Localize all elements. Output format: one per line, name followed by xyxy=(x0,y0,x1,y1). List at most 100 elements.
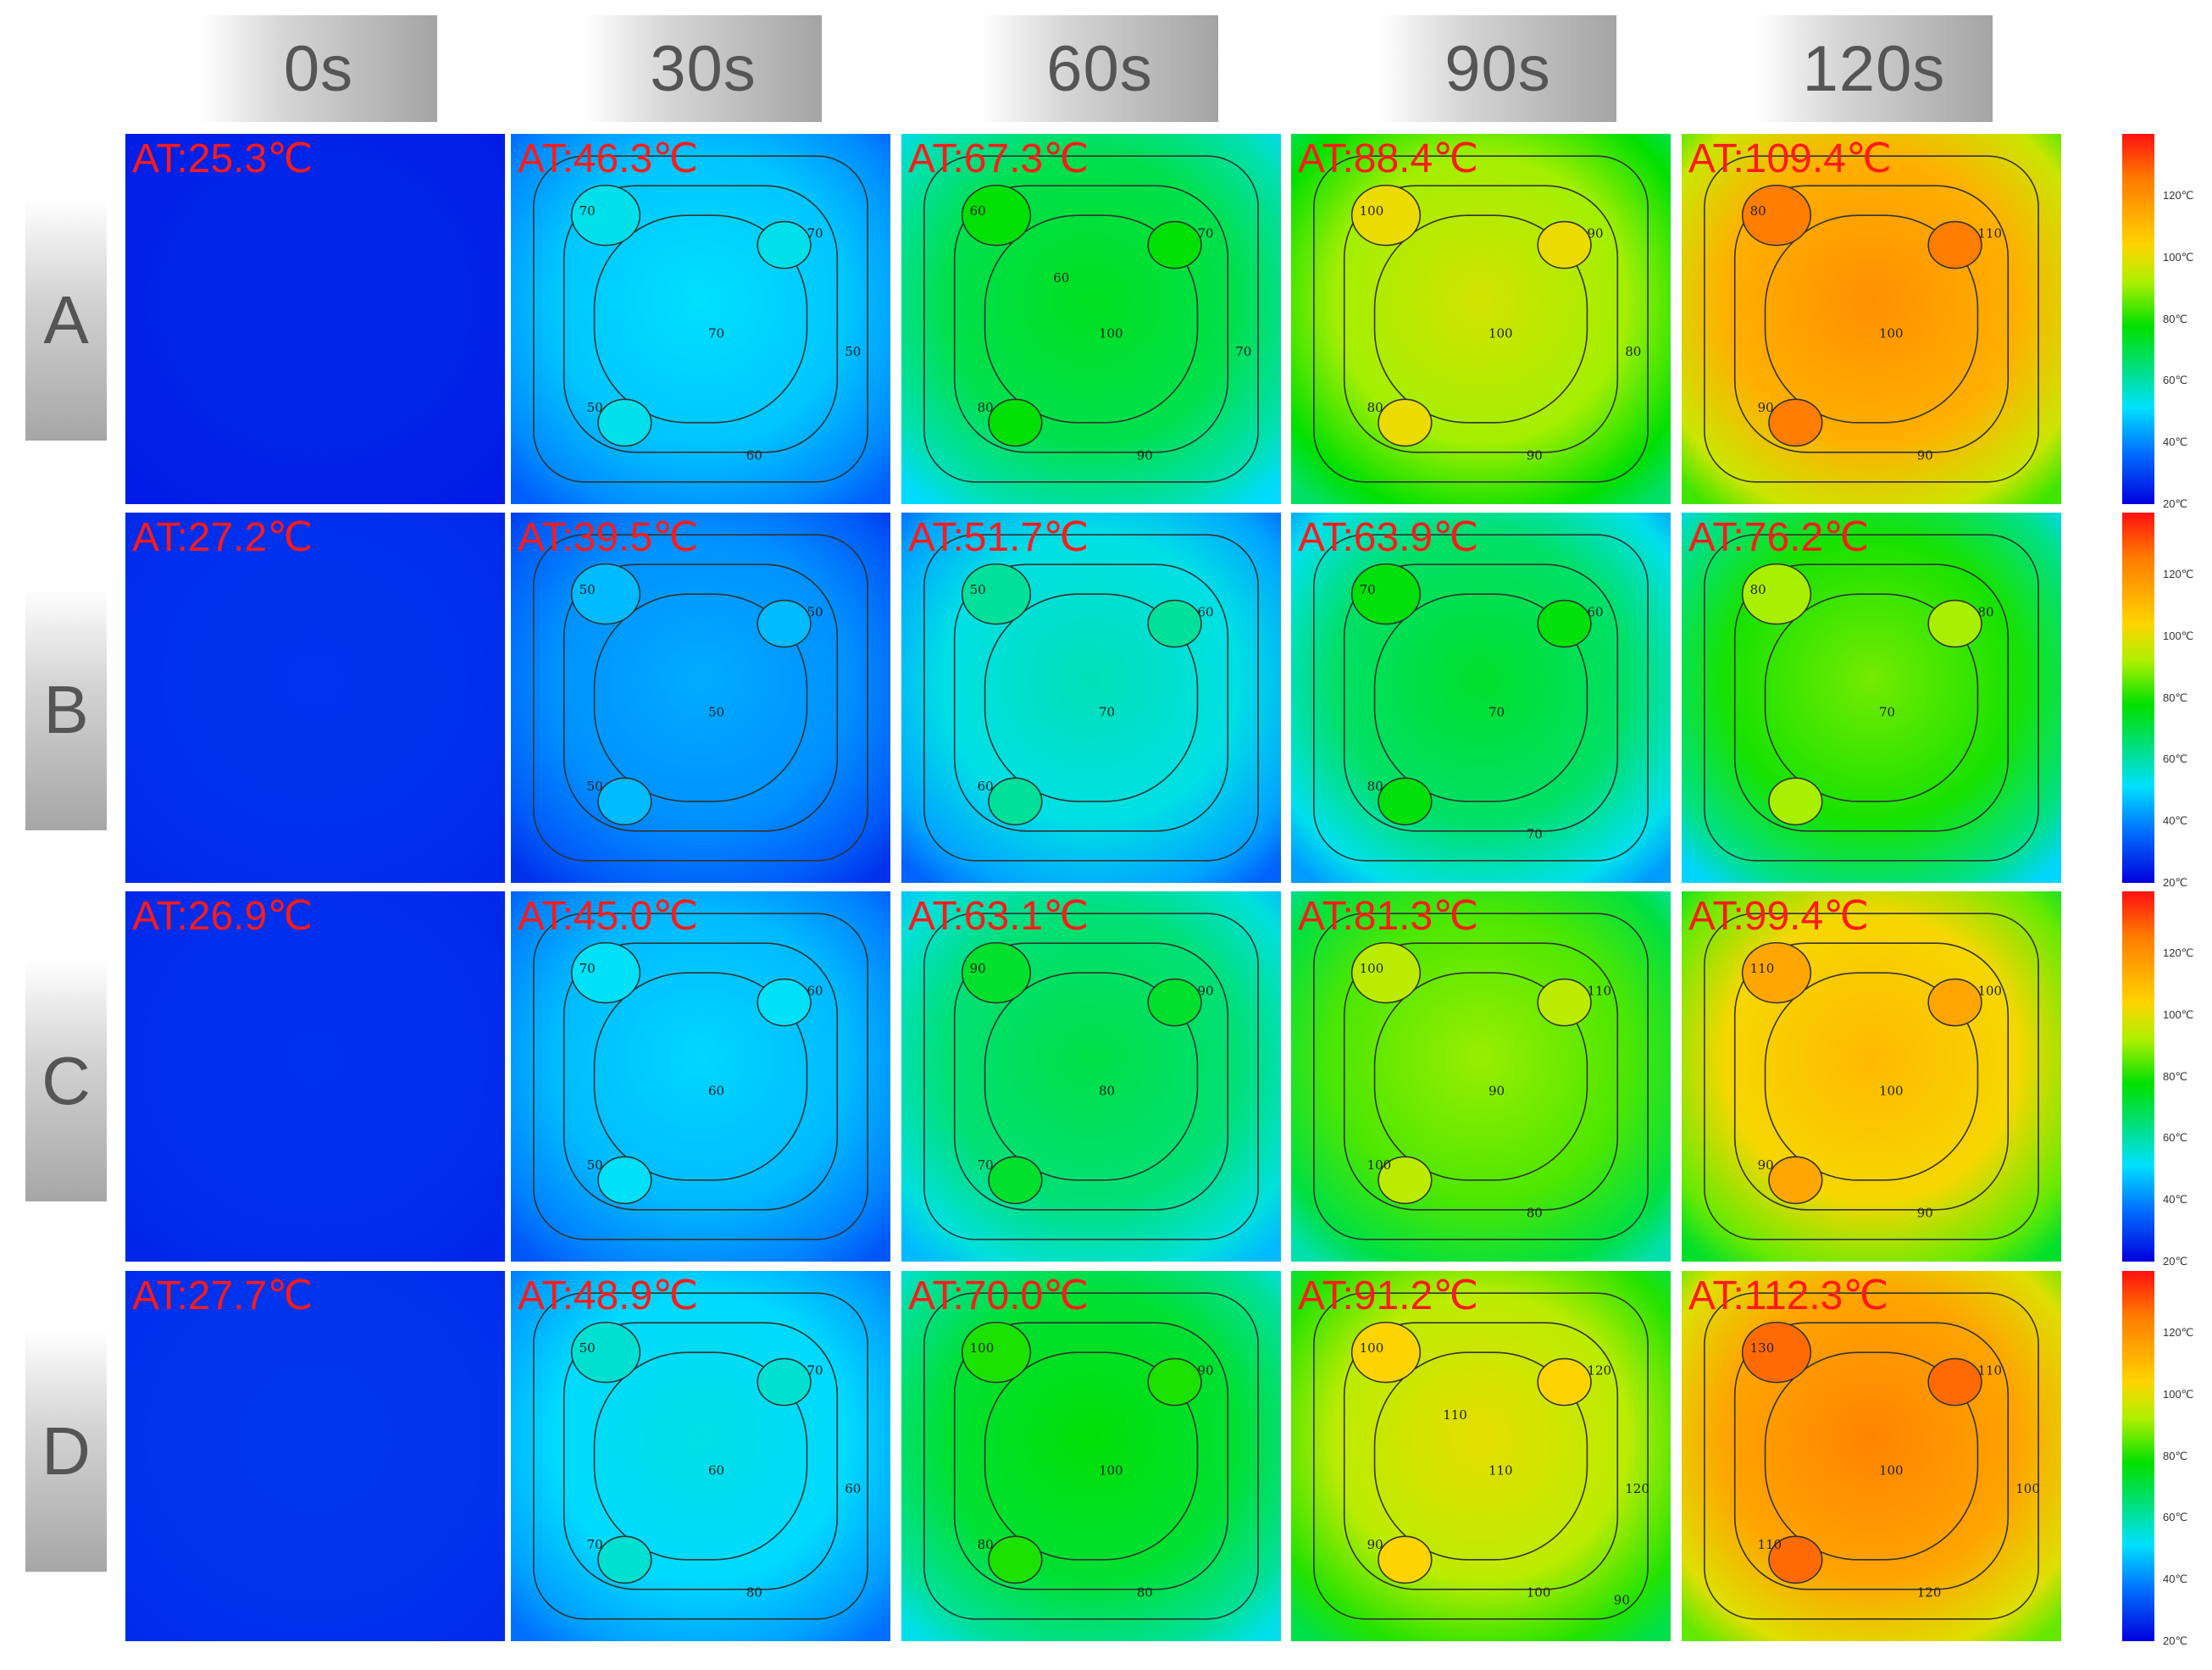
contour-label: 80 xyxy=(1750,582,1766,597)
contour-label: 90 xyxy=(1758,400,1774,415)
contour-hotspot xyxy=(1927,978,1982,1027)
heatmap-surface: 50 60 70 60 xyxy=(901,513,1281,883)
contour-label: 90 xyxy=(1917,1206,1933,1221)
contour-label: 50 xyxy=(587,779,603,794)
heatmap-field xyxy=(901,134,1281,504)
heatmap-panel-b-30s: 50 50 50 50 AT:39.5℃ xyxy=(511,513,890,883)
colorbar-gradient xyxy=(2122,1271,2154,1641)
colorbar-row-b: 20℃ 40℃ 60℃ 80℃ 100℃ 120℃ xyxy=(2122,513,2193,889)
contour-label: 80 xyxy=(1137,1585,1153,1601)
contour-hotspot xyxy=(757,978,812,1027)
contour-line xyxy=(1733,942,2010,1211)
contour-label: 60 xyxy=(1587,604,1603,619)
contour-label: 120 xyxy=(1625,1481,1649,1496)
contour-label: 70 xyxy=(807,1362,823,1378)
average-temperature-label: AT:109.4℃ xyxy=(1688,136,1892,181)
contour-label: 60 xyxy=(708,1462,724,1478)
heatmap-surface: 130 110 100 110 120 100 xyxy=(1682,1271,2061,1641)
contour-label: 70 xyxy=(807,225,823,241)
contour-label: 80 xyxy=(1625,344,1641,359)
contour-hotspot xyxy=(757,220,812,269)
average-temperature-label: AT:26.9℃ xyxy=(132,894,313,939)
average-temperature-label: AT:45.0℃ xyxy=(518,894,699,939)
contour-label: 110 xyxy=(1489,1462,1513,1478)
heatmap-panel-d-120s: 130 110 100 110 120 100 AT:112.3℃ xyxy=(1682,1271,2061,1641)
contour-label: 60 xyxy=(1053,270,1069,286)
colorbar-tick-label: 120℃ xyxy=(2163,1325,2194,1339)
column-header-60s: 60s xyxy=(981,15,1218,122)
contour-label: 60 xyxy=(746,448,762,463)
contour-label: 70 xyxy=(579,203,596,219)
contour-hotspot xyxy=(1378,1156,1433,1205)
contour-line xyxy=(1373,214,1588,424)
contour-line xyxy=(563,563,839,832)
contour-label: 120 xyxy=(1917,1585,1942,1601)
heatmap-field xyxy=(125,513,505,883)
contour-line xyxy=(1704,534,2039,862)
contour-hotspot xyxy=(988,777,1043,826)
colorbar-tick-label: 80℃ xyxy=(2163,691,2188,704)
heatmap-field xyxy=(1291,134,1671,504)
contour-hotspot xyxy=(988,1535,1043,1584)
heatmap-field xyxy=(1682,1271,2061,1641)
contour-line xyxy=(1373,972,1588,1181)
contour-label: 90 xyxy=(1758,1157,1774,1173)
heatmap-panel-d-60s: 100 90 100 80 80 AT:70.0℃ xyxy=(901,1271,1281,1641)
colorbar-tick-label: 40℃ xyxy=(2163,814,2188,828)
contour-line xyxy=(1733,185,2010,453)
heatmap-panel-d-30s: 50 70 60 70 80 60 AT:48.9℃ xyxy=(511,1271,890,1641)
contour-label: 80 xyxy=(978,1537,994,1552)
contour-label: 110 xyxy=(1977,1362,2002,1378)
contour-label: 80 xyxy=(1750,203,1766,219)
contour-hotspot xyxy=(1378,398,1433,447)
contour-label: 100 xyxy=(1879,325,1904,341)
contour-hotspot xyxy=(597,1156,652,1205)
heatmap-field xyxy=(511,134,890,504)
contour-hotspot xyxy=(1350,941,1422,1004)
contour-label: 100 xyxy=(2015,1481,2040,1496)
heatmap-panel-a-90s: 100 90 100 80 90 80 AT:88.4℃ xyxy=(1291,134,1671,504)
colorbar-tick-label: 100℃ xyxy=(2163,1387,2194,1401)
contour-line xyxy=(1313,155,1649,483)
heatmap-field xyxy=(511,891,890,1262)
heatmap-field xyxy=(1291,513,1671,883)
contour-hotspot xyxy=(1378,1535,1433,1584)
colorbar-tick-label: 120℃ xyxy=(2163,567,2194,580)
contour-label: 80 xyxy=(1367,779,1383,794)
heatmap-field xyxy=(511,513,890,883)
contour-label: 70 xyxy=(579,961,596,976)
colorbar-tick-label: 100℃ xyxy=(2163,250,2194,264)
heatmap-field xyxy=(125,134,505,504)
contour-hotspot xyxy=(1147,1357,1202,1406)
contour-line xyxy=(953,563,1229,832)
contour-label: 100 xyxy=(1099,325,1123,341)
contour-line xyxy=(953,942,1229,1211)
contour-hotspot xyxy=(1768,1156,1823,1205)
contour-label: 60 xyxy=(708,1083,724,1098)
heatmap-surface: 50 50 50 50 xyxy=(511,513,890,883)
average-temperature-label: AT:39.5℃ xyxy=(518,515,699,560)
contour-hotspot xyxy=(988,398,1043,447)
contour-line xyxy=(1764,214,1979,424)
contour-line xyxy=(593,214,808,424)
contour-line xyxy=(593,972,808,1181)
contour-line xyxy=(1764,593,1979,802)
contour-hotspot xyxy=(1768,398,1823,447)
contour-label: 90 xyxy=(1137,448,1153,463)
contour-hotspot xyxy=(1350,563,1422,625)
contour-hotspot xyxy=(1147,599,1202,648)
contour-label: 70 xyxy=(978,1157,994,1173)
average-temperature-label: AT:88.4℃ xyxy=(1298,136,1479,181)
contour-label: 100 xyxy=(1977,983,2002,998)
contour-label: 80 xyxy=(978,400,994,415)
contour-hotspot xyxy=(1741,941,1812,1004)
heatmap-surface xyxy=(125,513,505,883)
heatmap-panel-a-0s: AT:25.3℃ xyxy=(125,134,505,504)
contour-hotspot xyxy=(570,941,641,1004)
contour-line xyxy=(1343,942,1619,1211)
heatmap-field xyxy=(901,1271,1281,1641)
heatmap-surface xyxy=(125,1271,505,1641)
heatmap-panel-b-0s: AT:27.2℃ xyxy=(125,513,505,883)
contour-label: 70 xyxy=(708,325,724,341)
contour-line xyxy=(1313,534,1649,862)
